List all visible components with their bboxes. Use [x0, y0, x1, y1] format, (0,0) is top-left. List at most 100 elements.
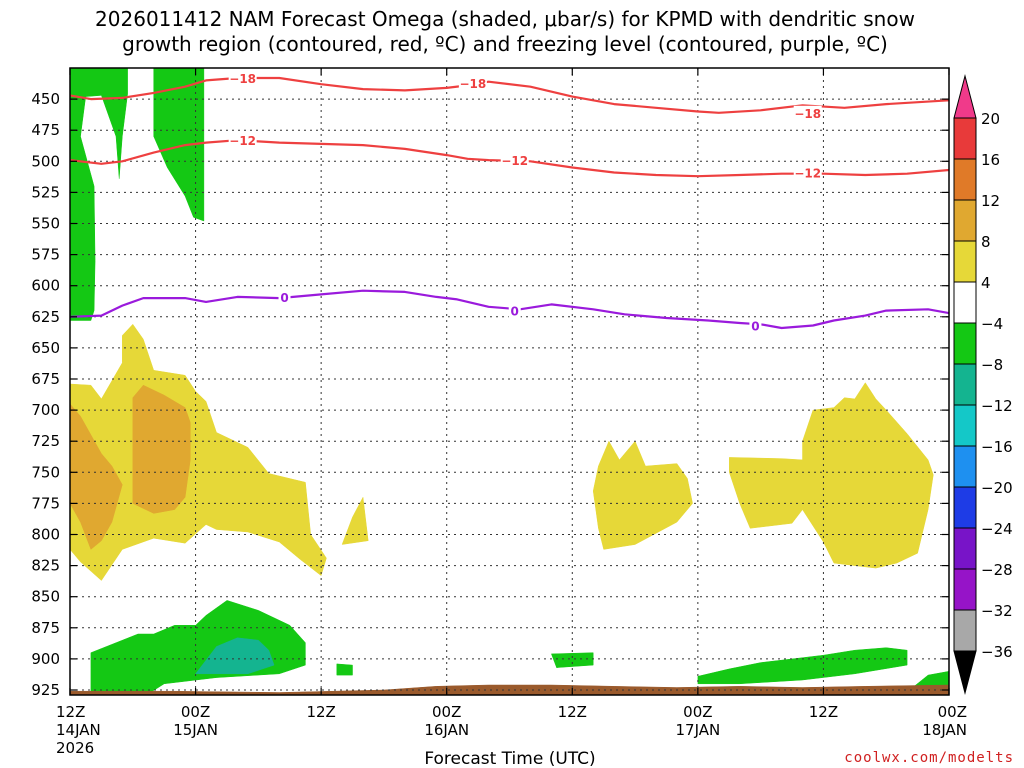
- shaded-region-2-3: [729, 382, 934, 569]
- colorbar-segment-12: [953, 609, 977, 652]
- x-tick-label-7-0: 00Z: [938, 703, 967, 721]
- contour-label-bg-2-0: [278, 289, 291, 304]
- shaded-region-4-0: [70, 684, 949, 695]
- contour-label-bg-0-0: [228, 70, 257, 85]
- shaded-region-0-5: [551, 652, 594, 668]
- colorbar-label-7: −12: [981, 397, 1013, 415]
- contour-label-bg-2-1: [508, 303, 521, 318]
- colorbar-segment-6: [953, 363, 977, 406]
- colorbar-label-3: 8: [981, 233, 991, 251]
- colorbar-label-10: −24: [981, 520, 1013, 538]
- colorbar-label-11: −28: [981, 561, 1013, 579]
- chart-title-line-1: 2026011412 NAM Forecast Omega (shaded, μ…: [95, 7, 915, 31]
- colorbar-cap-bottom: [953, 650, 977, 695]
- y-tick-label-5: 575: [31, 246, 60, 264]
- y-tick-label-14: 800: [31, 526, 60, 544]
- x-tick-label-1-0: 00Z: [181, 703, 210, 721]
- shaded-region-0-3: [336, 663, 353, 676]
- colorbar-label-8: −16: [981, 438, 1013, 456]
- colorbar-label-6: −8: [981, 356, 1003, 374]
- colorbar-segment-4: [953, 281, 977, 324]
- y-tick-label-7: 625: [31, 308, 60, 326]
- colorbar-segment-8: [953, 445, 977, 488]
- contour-label-0-1: −18: [459, 77, 486, 91]
- contour-label-bg-0-1: [458, 75, 487, 90]
- shaded-region-2-1: [341, 496, 369, 545]
- contour-label-1-2: −12: [794, 166, 821, 180]
- y-tick-label-16: 850: [31, 588, 60, 606]
- shaded-region-2-2: [592, 440, 693, 550]
- y-tick-label-9: 675: [31, 370, 60, 388]
- y-tick-label-2: 500: [31, 152, 60, 170]
- colorbar-segment-0: [953, 117, 977, 160]
- x-tick-label-3-1: 16JAN: [424, 721, 469, 739]
- x-tick-label-4-0: 12Z: [558, 703, 587, 721]
- x-tick-label-6-0: 12Z: [809, 703, 838, 721]
- contour-label-2-0: 0: [280, 291, 288, 305]
- colorbar-label-1: 16: [981, 151, 1000, 169]
- y-tick-label-4: 550: [31, 215, 60, 233]
- colorbar-segment-9: [953, 486, 977, 529]
- y-tick-label-18: 900: [31, 650, 60, 668]
- contour-label-0-0: −18: [229, 72, 256, 86]
- y-tick-label-3: 525: [31, 183, 60, 201]
- colorbar-segment-11: [953, 568, 977, 611]
- y-tick-label-12: 750: [31, 463, 60, 481]
- contour-label-2-1: 0: [511, 305, 519, 319]
- shaded-region-3-1: [132, 384, 191, 514]
- x-tick-label-3-0: 00Z: [432, 703, 461, 721]
- y-tick-label-8: 650: [31, 339, 60, 357]
- x-tick-label-1-1: 15JAN: [173, 721, 218, 739]
- colorbar-label-12: −32: [981, 602, 1013, 620]
- contour-label-bg-1-1: [500, 153, 529, 168]
- y-tick-label-6: 600: [31, 277, 60, 295]
- colorbar-label-5: −4: [981, 315, 1003, 333]
- shaded-region-0-6: [697, 647, 908, 685]
- colorbar-segment-10: [953, 527, 977, 570]
- shaded-region-0-1: [153, 68, 205, 222]
- colorbar-cap-top: [953, 74, 977, 119]
- y-tick-label-10: 700: [31, 401, 60, 419]
- x-tick-label-5-1: 17JAN: [675, 721, 720, 739]
- colorbar-segment-3: [953, 240, 977, 283]
- contour-label-bg-1-0: [228, 133, 257, 148]
- contour-label-2-2: 0: [751, 320, 759, 334]
- colorbar-segment-5: [953, 322, 977, 365]
- shaded-region-0-2: [90, 600, 306, 695]
- colorbar-segment-1: [953, 158, 977, 201]
- x-tick-label-7-1: 18JAN: [922, 721, 967, 739]
- chart-title-line-2: growth region (contoured, red, ºC) and f…: [122, 32, 888, 56]
- y-tick-label-19: 925: [31, 681, 60, 699]
- contour-label-0-2: −18: [794, 107, 821, 121]
- shaded-region-2-0: [70, 323, 327, 581]
- y-tick-label-17: 875: [31, 619, 60, 637]
- x-tick-label-0-2: 2026: [56, 739, 94, 757]
- contour-label-1-1: −12: [501, 154, 528, 168]
- shaded-region-0-0: [70, 68, 128, 321]
- plot-frame: [69, 67, 950, 696]
- colorbar-label-4: 4: [981, 274, 991, 292]
- y-tick-label-0: 450: [31, 90, 60, 108]
- x-axis-label: Forecast Time (UTC): [424, 749, 595, 768]
- x-tick-label-0-0: 12Z: [56, 703, 85, 721]
- colorbar-label-2: 12: [981, 192, 1000, 210]
- y-tick-label-15: 825: [31, 557, 60, 575]
- contour-line-1: [70, 139, 949, 178]
- watermark-text: coolwx.com/modelts: [844, 750, 1014, 766]
- x-tick-label-5-0: 00Z: [683, 703, 712, 721]
- x-tick-label-0-1: 14JAN: [56, 721, 101, 739]
- colorbar-label-13: −36: [981, 643, 1013, 661]
- contour-label-bg-0-2: [793, 105, 822, 120]
- colorbar-label-0: 20: [981, 110, 1000, 128]
- contour-label-bg-2-2: [749, 318, 762, 333]
- shaded-region-1-0: [195, 637, 275, 675]
- contour-label-1-0: −12: [229, 134, 256, 148]
- colorbar-segment-2: [953, 199, 977, 242]
- colorbar-segment-7: [953, 404, 977, 447]
- y-tick-label-11: 725: [31, 432, 60, 450]
- contour-label-bg-1-2: [793, 165, 822, 180]
- colorbar-label-9: −20: [981, 479, 1013, 497]
- x-tick-label-2-0: 12Z: [306, 703, 335, 721]
- y-tick-label-1: 475: [31, 121, 60, 139]
